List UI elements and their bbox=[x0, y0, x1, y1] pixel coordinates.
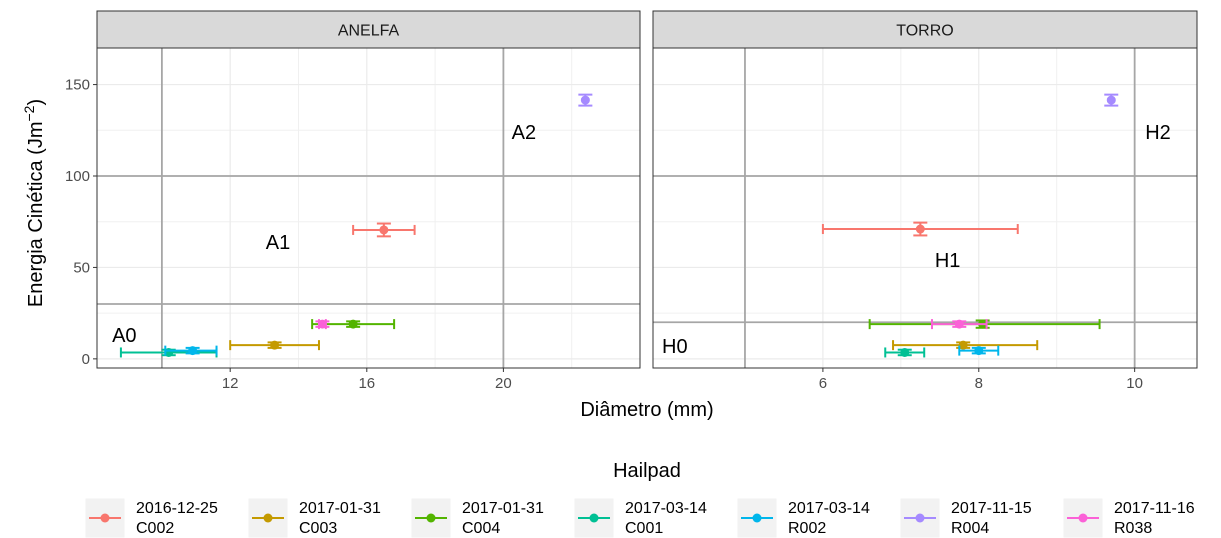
legend-label-code: R038 bbox=[1114, 520, 1152, 537]
legend-key-point bbox=[915, 513, 925, 523]
y-axis-title-main: Energia Cinética (Jm bbox=[25, 122, 47, 308]
y-tick-label: 150 bbox=[65, 77, 90, 94]
legend-label-date: 2016-12-25 bbox=[136, 500, 218, 517]
data-point bbox=[900, 347, 910, 357]
panels-layer: ANELFA A0 A1 A2 12 16 20 TORRO H0 H1 H2 6 8 10 bbox=[96, 10, 1198, 392]
data-point bbox=[580, 95, 590, 105]
y-axis-title-superscript: −2 bbox=[21, 105, 37, 121]
data-point bbox=[958, 340, 968, 350]
legend-key-point bbox=[426, 513, 436, 523]
legend-label-code: C001 bbox=[625, 520, 663, 537]
x-tick-label: 16 bbox=[358, 375, 375, 392]
panel-strip-label: TORRO bbox=[896, 23, 953, 40]
legend-key-point bbox=[1078, 513, 1088, 523]
panel-border bbox=[652, 47, 1198, 369]
legend-entry: 2017-01-31 C003 bbox=[247, 497, 381, 538]
data-point-group bbox=[892, 340, 1039, 351]
data-point-group bbox=[958, 345, 1000, 356]
zone-label-h1: H1 bbox=[935, 250, 961, 272]
y-tick-label: 100 bbox=[65, 168, 90, 185]
data-point bbox=[317, 319, 327, 329]
legend-label-code: R002 bbox=[788, 520, 826, 537]
data-point bbox=[915, 224, 925, 234]
legend-key-point bbox=[589, 513, 599, 523]
data-point-group bbox=[1104, 93, 1119, 107]
data-point-group bbox=[884, 347, 926, 358]
panel-torro: TORRO H0 H1 H2 6 8 10 bbox=[652, 10, 1198, 392]
legend-label-code: R004 bbox=[951, 520, 989, 537]
legend-entry: 2017-03-14 R002 bbox=[736, 497, 870, 538]
legend-label-date: 2017-01-31 bbox=[299, 500, 381, 517]
legend-label-code: C003 bbox=[299, 520, 337, 537]
data-point-group bbox=[229, 340, 320, 351]
y-axis: 0 50 100 150 bbox=[65, 77, 97, 368]
zone-label-a0: A0 bbox=[112, 325, 136, 347]
y-axis-title: Energia Cinética (Jm−2) bbox=[21, 99, 47, 307]
legend-label-code: C004 bbox=[462, 520, 500, 537]
panel-strip bbox=[652, 10, 1198, 49]
data-point-group bbox=[578, 93, 593, 107]
zone-label-a2: A2 bbox=[512, 122, 536, 144]
legend-label-date: 2017-11-16 bbox=[1114, 500, 1195, 517]
legend: 2016-12-25 C002 2017-01-31 C003 2017-01-31 C0… bbox=[84, 497, 1195, 538]
legend-entry: 2017-11-15 R004 bbox=[899, 497, 1032, 538]
data-point-group bbox=[315, 319, 330, 330]
x-tick-label: 10 bbox=[1126, 375, 1143, 392]
y-tick-label: 50 bbox=[73, 259, 90, 276]
data-point bbox=[379, 225, 389, 235]
legend-label-date: 2017-03-14 bbox=[788, 500, 870, 517]
x-tick-label: 20 bbox=[495, 375, 512, 392]
legend-title: Hailpad bbox=[613, 460, 681, 482]
panel-anelfa: ANELFA A0 A1 A2 12 16 20 bbox=[96, 10, 641, 392]
legend-key-point bbox=[100, 513, 110, 523]
zone-label-a1: A1 bbox=[266, 232, 290, 254]
panel-background bbox=[653, 48, 1197, 368]
data-point bbox=[974, 346, 984, 356]
legend-key-point bbox=[752, 513, 762, 523]
data-point bbox=[270, 340, 280, 350]
legend-label-date: 2017-01-31 bbox=[462, 500, 544, 517]
legend-entry: 2016-12-25 C002 bbox=[84, 497, 218, 538]
x-tick-label: 8 bbox=[975, 375, 983, 392]
y-axis-title-close: ) bbox=[25, 99, 47, 106]
legend-label-code: C002 bbox=[136, 520, 174, 537]
x-axis-title: Diâmetro (mm) bbox=[580, 399, 713, 421]
zone-label-h0: H0 bbox=[662, 336, 688, 358]
panel-border bbox=[96, 47, 641, 369]
data-point-group bbox=[931, 319, 988, 330]
panel-strip-label: ANELFA bbox=[338, 23, 400, 40]
data-point-group bbox=[821, 221, 1019, 237]
data-point bbox=[188, 346, 198, 356]
data-point-group bbox=[352, 222, 416, 238]
legend-entry: 2017-01-31 C004 bbox=[410, 497, 544, 538]
data-point-group bbox=[164, 345, 218, 356]
y-tick-label: 0 bbox=[82, 351, 90, 368]
x-tick-label: 12 bbox=[222, 375, 239, 392]
legend-label-date: 2017-11-15 bbox=[951, 500, 1032, 517]
data-point bbox=[954, 319, 964, 329]
legend-key-point bbox=[263, 513, 273, 523]
legend-entry: 2017-03-14 C001 bbox=[573, 497, 707, 538]
legend-label-date: 2017-03-14 bbox=[625, 500, 707, 517]
x-tick-label: 6 bbox=[819, 375, 827, 392]
data-point bbox=[348, 319, 358, 329]
panel-strip bbox=[96, 10, 641, 49]
legend-entry: 2017-11-16 R038 bbox=[1062, 497, 1195, 538]
data-point bbox=[1106, 95, 1116, 105]
panel-background bbox=[97, 48, 640, 368]
zone-label-h2: H2 bbox=[1145, 122, 1171, 144]
